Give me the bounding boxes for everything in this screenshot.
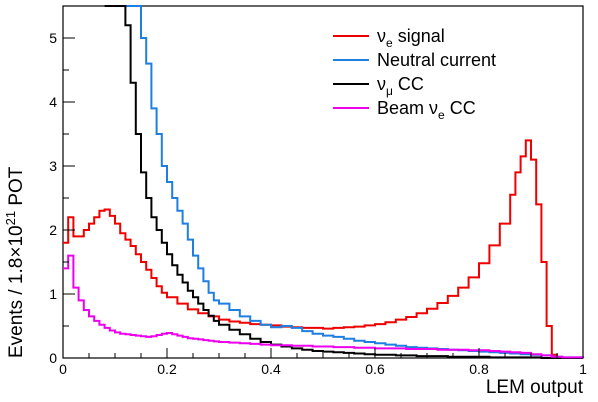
x-tick-label: 1: [579, 361, 587, 377]
x-tick-label: 0.4: [261, 361, 281, 377]
y-tick-label: 1: [49, 286, 57, 302]
legend-label-main: ν: [377, 26, 386, 46]
plot-area: [62, 5, 584, 359]
y-axis-label-times: ×: [6, 247, 27, 258]
y-axis-label: Events / 1.8×1021 POT: [3, 166, 27, 358]
legend-label-main: Neutral current: [377, 50, 496, 70]
legend-label-3: Beam νe CC: [377, 98, 476, 122]
series-line-2: [104, 5, 583, 359]
x-tick-label: 0.8: [469, 361, 489, 377]
plot-frame: [62, 5, 584, 359]
series-layer: [63, 5, 584, 359]
legend-label-2: νμ CC: [377, 74, 424, 98]
y-axis: 0 1 2 3 4 5: [49, 30, 75, 366]
y-tick-label: 5: [49, 30, 57, 46]
y-tick-label: 4: [49, 94, 57, 110]
legend-label-subscript: e: [386, 36, 393, 50]
y-axis-label-exponent: 21: [3, 211, 18, 225]
legend-label-1: Neutral current: [377, 50, 496, 70]
x-tick-label: 0.2: [157, 361, 177, 377]
x-axis-label: LEM output: [486, 377, 584, 398]
y-axis-label-pre: Events / 1.8: [6, 258, 27, 358]
y-tick-label: 3: [49, 158, 57, 174]
legend-label-subscript: μ: [386, 84, 393, 98]
series-line-1: [104, 5, 584, 359]
y-tick-label: 2: [49, 222, 57, 238]
legend-label-rest: CC: [393, 74, 424, 94]
y-tick-label: 0: [49, 350, 57, 366]
legend-label-0: νe signal: [377, 26, 445, 50]
legend-label-rest: signal: [393, 26, 445, 46]
y-axis-label-post: POT: [6, 166, 27, 211]
legend-label-main: Beam ν: [377, 98, 438, 118]
legend-label-main: ν: [377, 74, 386, 94]
series-line-3: [63, 254, 584, 359]
legend-label-rest: CC: [445, 98, 476, 118]
legend-label-subscript: e: [438, 108, 445, 122]
x-tick-label: 0: [59, 361, 67, 377]
x-axis: 0 0.2 0.4 0.6 0.8 1: [59, 348, 587, 377]
y-axis-label-base: 10: [6, 225, 27, 246]
x-tick-label: 0.6: [365, 361, 385, 377]
